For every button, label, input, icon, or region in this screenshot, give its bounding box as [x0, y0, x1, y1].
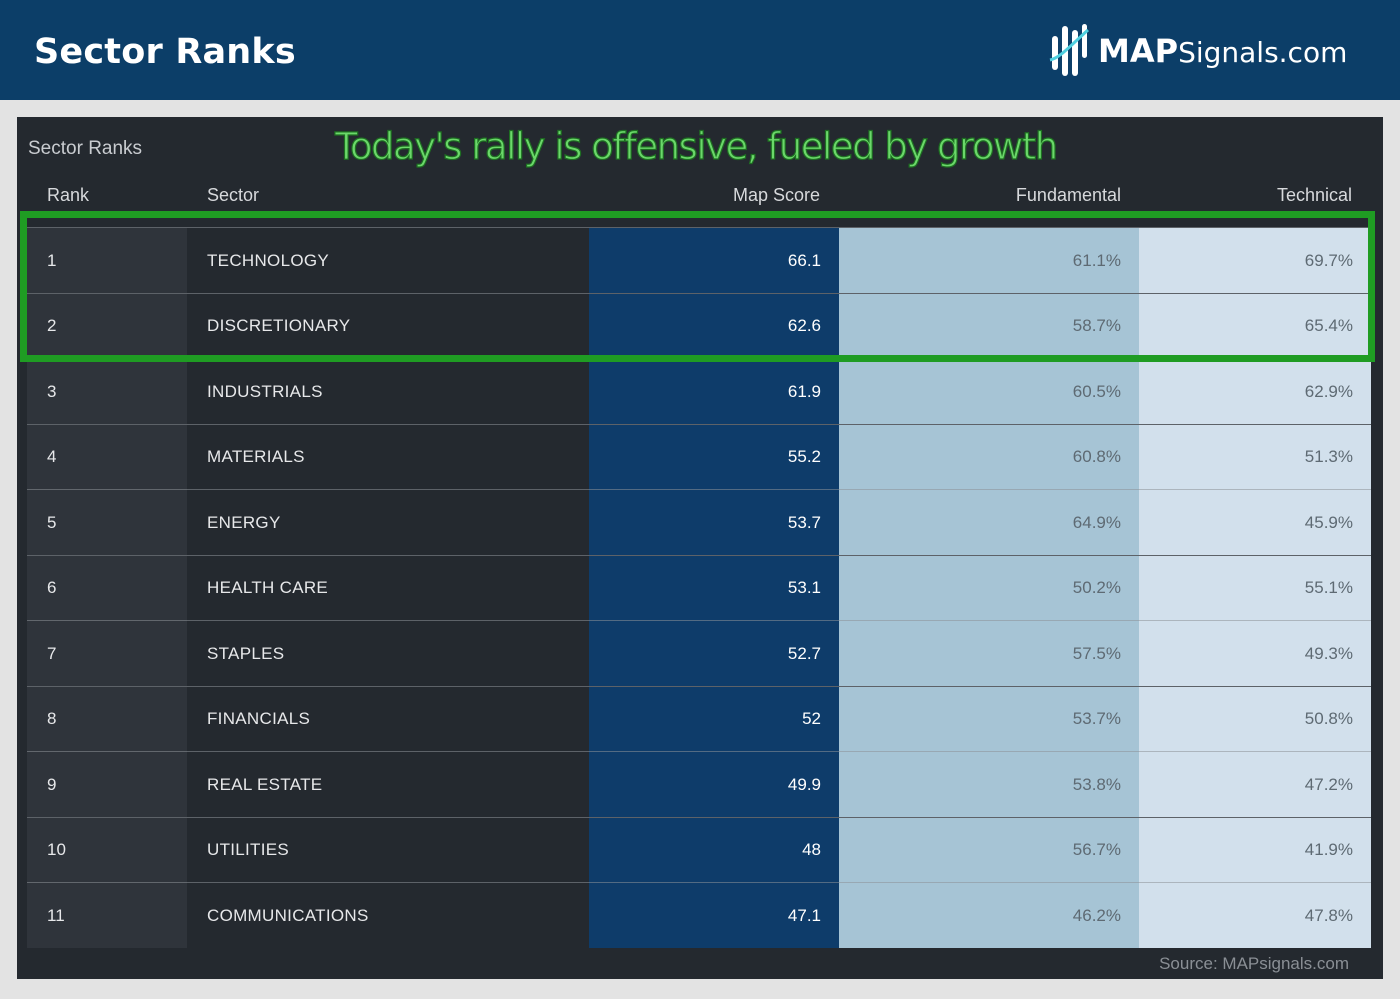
column-header-rank: Rank — [47, 185, 90, 205]
column-header-technical: Technical — [1276, 185, 1352, 205]
sector-cell: COMMUNICATIONS — [187, 883, 589, 948]
technical-cell: 50.8% — [1139, 686, 1371, 752]
fundamental-cell: 50.2% — [839, 555, 1139, 621]
technical-cell: 41.9% — [1139, 817, 1371, 883]
mapsignals-logo-icon — [1049, 24, 1089, 76]
panel-label: Sector Ranks — [28, 138, 143, 159]
rank-cell: 10 — [27, 817, 187, 883]
technical-cell: 47.8% — [1139, 883, 1371, 948]
rank-cell: 4 — [27, 424, 187, 490]
rank-cell: 3 — [27, 359, 187, 424]
fundamental-cell: 58.7% — [839, 293, 1139, 359]
page-title: Sector Ranks — [34, 32, 296, 72]
technical-cell: 51.3% — [1139, 424, 1371, 490]
table-row: 3 INDUSTRIALS 61.9 60.5% 62.9% — [27, 358, 1371, 424]
sector-cell: DISCRETIONARY — [187, 293, 589, 359]
technical-cell: 69.7% — [1139, 228, 1371, 293]
source-note: Source: MAPsignals.com — [1159, 954, 1349, 973]
fundamental-cell: 57.5% — [839, 621, 1139, 686]
rank-cell: 6 — [27, 555, 187, 621]
rank-cell: 1 — [27, 228, 187, 293]
sector-cell: FINANCIALS — [187, 686, 589, 752]
sector-cell: MATERIALS — [187, 424, 589, 490]
table-row: 9 REAL ESTATE 49.9 53.8% 47.2% — [27, 751, 1371, 817]
brand-logo: MAPSignals.com — [1048, 18, 1347, 84]
fundamental-cell: 64.9% — [839, 490, 1139, 555]
map-score-cell: 53.1 — [589, 555, 839, 621]
technical-cell: 55.1% — [1139, 555, 1371, 621]
map-score-cell: 61.9 — [589, 359, 839, 424]
sector-cell: UTILITIES — [187, 817, 589, 883]
technical-cell: 65.4% — [1139, 293, 1371, 359]
table-row: 11 COMMUNICATIONS 47.1 46.2% 47.8% — [27, 882, 1371, 948]
fundamental-cell: 53.8% — [839, 752, 1139, 817]
rank-cell: 8 — [27, 686, 187, 752]
sector-cell: HEALTH CARE — [187, 555, 589, 621]
map-score-cell: 62.6 — [589, 293, 839, 359]
table-row: 10 UTILITIES 48 56.7% 41.9% — [27, 816, 1371, 883]
rank-cell: 2 — [27, 293, 187, 359]
sector-cell: STAPLES — [187, 621, 589, 686]
map-score-cell: 49.9 — [589, 752, 839, 817]
map-score-cell: 52.7 — [589, 621, 839, 686]
technical-cell: 62.9% — [1139, 359, 1371, 424]
column-header-fundamental: Fundamental — [1015, 185, 1121, 205]
fundamental-cell: 60.8% — [839, 424, 1139, 490]
rank-cell: 11 — [27, 883, 187, 948]
headline-annotation: Today's rally is offensive, fueled by gr… — [334, 124, 1058, 168]
rank-cell: 9 — [27, 752, 187, 817]
brand-name: MAPSignals.com — [1098, 32, 1348, 70]
sector-cell: INDUSTRIALS — [187, 359, 589, 424]
table-row: 1 TECHNOLOGY 66.1 61.1% 69.7% — [27, 227, 1371, 293]
technical-cell: 45.9% — [1139, 490, 1371, 555]
sector-cell: TECHNOLOGY — [187, 228, 589, 293]
map-score-cell: 47.1 — [589, 883, 839, 948]
technical-cell: 49.3% — [1139, 621, 1371, 686]
rank-cell: 7 — [27, 621, 187, 686]
fundamental-cell: 61.1% — [839, 228, 1139, 293]
table-row: 4 MATERIALS 55.2 60.8% 51.3% — [27, 423, 1371, 490]
table-row: 8 FINANCIALS 52 53.7% 50.8% — [27, 685, 1371, 752]
rank-cell: 5 — [27, 490, 187, 555]
map-score-cell: 66.1 — [589, 228, 839, 293]
fundamental-cell: 56.7% — [839, 817, 1139, 883]
fundamental-cell: 46.2% — [839, 883, 1139, 948]
fundamental-cell: 53.7% — [839, 686, 1139, 752]
header-bar: Sector Ranks MAPSignals.com — [0, 0, 1400, 100]
map-score-cell: 52 — [589, 686, 839, 752]
map-score-cell: 55.2 — [589, 424, 839, 490]
top-sectors-highlight-box — [20, 211, 1375, 362]
table-row: 2 DISCRETIONARY 62.6 58.7% 65.4% — [27, 292, 1371, 359]
technical-cell: 47.2% — [1139, 752, 1371, 817]
sector-cell: REAL ESTATE — [187, 752, 589, 817]
column-header-sector: Sector — [207, 185, 260, 205]
table-row: 5 ENERGY 53.7 64.9% 45.9% — [27, 489, 1371, 555]
table-row: 7 STAPLES 52.7 57.5% 49.3% — [27, 620, 1371, 686]
column-header-map-score: Map Score — [732, 185, 820, 205]
sector-cell: ENERGY — [187, 490, 589, 555]
map-score-cell: 48 — [589, 817, 839, 883]
table-row: 6 HEALTH CARE 53.1 50.2% 55.1% — [27, 554, 1371, 621]
sector-ranks-panel: Sector Ranks Today's rally is offensive,… — [17, 117, 1383, 979]
map-score-cell: 53.7 — [589, 490, 839, 555]
fundamental-cell: 60.5% — [839, 359, 1139, 424]
